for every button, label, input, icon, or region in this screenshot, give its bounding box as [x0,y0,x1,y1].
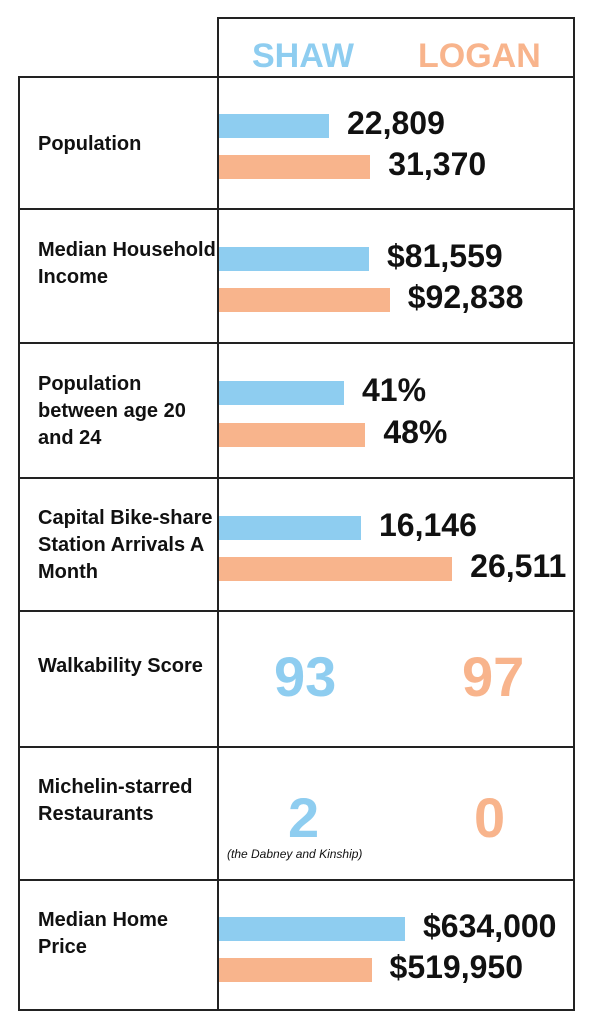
bar-logan [219,155,371,180]
value-label-logan: $92,838 [407,279,524,316]
row-label: Population [38,132,142,155]
header-logan: LOGAN [418,37,541,75]
value-label-logan: 48% [383,414,448,450]
header-shaw: SHAW [252,37,354,75]
bar-logan [219,423,366,447]
grid-line-row [18,610,575,612]
grid-line-divider [217,17,219,1011]
row-label: Median Household Income [38,238,216,288]
big-number-logan: 0 [474,786,506,849]
row-label: Walkability Score [38,655,203,677]
row-label: Michelin-starred Restaurants [38,776,193,825]
row-label: Population between age 20 and 24 [38,373,186,449]
grid-line-bottom [18,1009,575,1011]
big-number-logan: 97 [462,645,525,708]
value-label-logan: 26,511 [470,547,567,584]
grid-line-header-top [217,17,575,19]
big-number-shaw: 2 [288,786,320,849]
grid-line-row [18,477,575,479]
value-label-shaw: 16,146 [379,506,477,543]
grid-line-row [18,342,575,344]
grid-line-left [18,76,20,1011]
footnote: (the Dabney and Kinship) [227,847,363,861]
bar-shaw [219,917,405,942]
value-label-shaw: 22,809 [347,105,445,142]
grid-line-row [18,879,575,881]
bar-shaw [219,246,369,271]
value-label-logan: 31,370 [388,146,487,183]
row-label: Capital Bike-share Station Arrivals A Mo… [38,507,213,583]
value-label-shaw: 41% [362,372,427,409]
bar-logan [219,556,453,581]
bar-shaw [219,114,329,139]
bar-logan [219,288,390,313]
comparison-table: SHAW LOGAN Population 22,809 31,370 Median … [18,17,575,1011]
grid-line-row [18,76,575,78]
bar-logan [219,958,372,983]
bar-shaw [219,515,361,540]
grid-line-row [18,746,575,748]
value-label-shaw: $634,000 [423,908,557,945]
row-label: Median Home Price [38,908,169,958]
grid-line-row [18,208,575,210]
value-label-logan: $519,950 [389,949,523,986]
bar-shaw [219,381,344,406]
value-label-shaw: $81,559 [387,237,503,274]
grid-line-right [573,17,575,1011]
big-number-shaw: 93 [274,645,337,708]
